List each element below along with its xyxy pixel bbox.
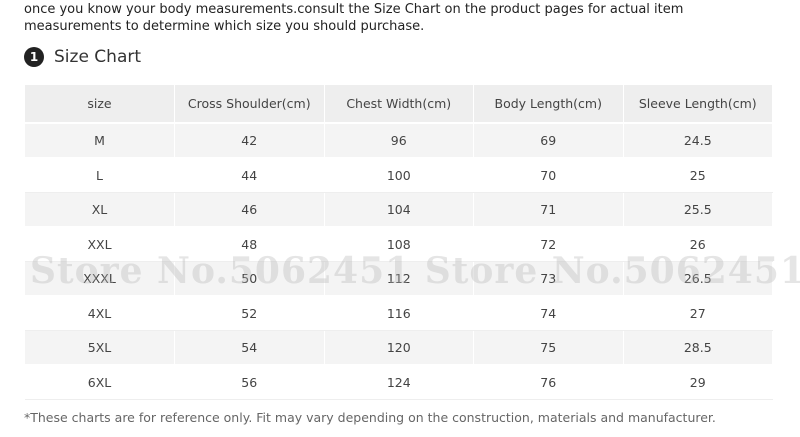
table-body: M 42 96 69 24.5 L 44 100 70 25 XL 46 104 71 25.5 XXL 48 1… [25, 123, 773, 400]
measurement-cell: 56 [174, 365, 325, 400]
measurement-cell: 42 [174, 123, 325, 159]
column-header: Body Length(cm) [473, 85, 624, 124]
header-row: size Cross Shoulder(cm) Chest Width(cm) Bod… [25, 85, 773, 124]
table-row: XXL 48 108 72 26 [25, 227, 773, 262]
table-row: XL 46 104 71 25.5 [25, 192, 773, 228]
measurement-cell: 54 [174, 330, 325, 366]
measurement-cell: 25.5 [623, 192, 773, 228]
footnote: *These charts are for reference only. Fi… [24, 410, 716, 425]
measurement-cell: 76 [473, 365, 624, 400]
size-cell: L [25, 158, 175, 193]
measurement-cell: 28.5 [623, 330, 773, 366]
measurement-cell: 50 [174, 261, 325, 297]
measurement-cell: 48 [174, 227, 325, 262]
size-table: size Cross Shoulder(cm) Chest Width(cm) Bod… [25, 85, 773, 400]
measurement-cell: 24.5 [623, 123, 773, 159]
column-header: Sleeve Length(cm) [623, 85, 773, 124]
intro-text: once you know your body measurements.con… [24, 2, 684, 34]
measurement-cell: 108 [324, 227, 474, 262]
size-cell: XXXL [25, 261, 175, 297]
column-header: Cross Shoulder(cm) [174, 85, 325, 124]
measurement-cell: 75 [473, 330, 624, 366]
size-cell: M [25, 123, 175, 159]
measurement-cell: 29 [623, 365, 773, 400]
size-cell: 4XL [25, 296, 175, 331]
section-heading: 1 Size Chart [24, 47, 141, 67]
table-row: L 44 100 70 25 [25, 158, 773, 193]
measurement-cell: 25 [623, 158, 773, 193]
table-row: 4XL 52 116 74 27 [25, 296, 773, 331]
size-cell: XL [25, 192, 175, 228]
table-row: 5XL 54 120 75 28.5 [25, 330, 773, 366]
measurement-cell: 69 [473, 123, 624, 159]
measurement-cell: 74 [473, 296, 624, 331]
column-header: Chest Width(cm) [324, 85, 474, 124]
table-row: M 42 96 69 24.5 [25, 123, 773, 159]
measurement-cell: 104 [324, 192, 474, 228]
section-title: Size Chart [54, 47, 142, 67]
measurement-cell: 73 [473, 261, 624, 297]
column-header: size [25, 85, 175, 124]
step-badge: 1 [24, 47, 44, 67]
measurement-cell: 26 [623, 227, 773, 262]
size-cell: 5XL [25, 330, 175, 366]
measurement-cell: 46 [174, 192, 325, 228]
measurement-cell: 100 [324, 158, 474, 193]
measurement-cell: 96 [324, 123, 474, 159]
size-cell: XXL [25, 227, 175, 262]
size-cell: 6XL [25, 365, 175, 400]
measurement-cell: 120 [324, 330, 474, 366]
measurement-cell: 116 [324, 296, 474, 331]
measurement-cell: 72 [473, 227, 624, 262]
measurement-cell: 27 [623, 296, 773, 331]
measurement-cell: 71 [473, 192, 624, 228]
measurement-cell: 112 [324, 261, 474, 297]
measurement-cell: 26.5 [623, 261, 773, 297]
table-row: 6XL 56 124 76 29 [25, 365, 773, 400]
measurement-cell: 52 [174, 296, 325, 331]
table-row: XXXL 50 112 73 26.5 [25, 261, 773, 297]
measurement-cell: 44 [174, 158, 325, 193]
measurement-cell: 124 [324, 365, 474, 400]
measurement-cell: 70 [473, 158, 624, 193]
